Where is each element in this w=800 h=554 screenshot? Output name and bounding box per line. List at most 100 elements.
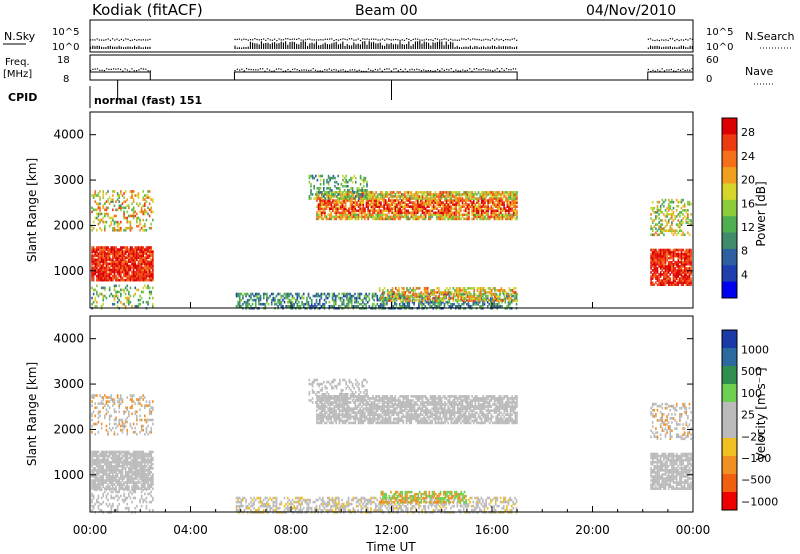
scatter-cell [116, 268, 119, 272]
scatter-cell [462, 300, 465, 304]
nsky-mark [381, 45, 383, 49]
scatter-cell [407, 191, 409, 194]
scatter-cell [445, 203, 448, 206]
nsearch-dot [234, 38, 236, 41]
scatter-cell [335, 205, 337, 208]
scatter-cell [442, 292, 444, 296]
scatter-cell [99, 258, 101, 262]
scatter-cell [458, 193, 461, 196]
scatter-cell [415, 297, 418, 300]
scatter-cell [299, 304, 302, 308]
scatter-cell [137, 216, 140, 220]
scatter-cell [420, 191, 422, 194]
scatter-cell [115, 290, 117, 294]
nave-dot [259, 68, 261, 70]
nave-dot [363, 70, 365, 73]
scatter-cell [91, 262, 93, 266]
scatter-cell [145, 274, 148, 278]
scatter-cell [680, 221, 683, 224]
nsky-mark [94, 46, 96, 49]
scatter-cell [118, 206, 121, 210]
nave-dot [429, 70, 432, 72]
scatter-cell [307, 300, 310, 304]
scatter-cell [412, 207, 414, 211]
scatter-cell [152, 200, 154, 203]
scatter-cell [388, 199, 390, 202]
scatter-cell [423, 211, 425, 215]
scatter-cell [664, 225, 667, 228]
nsearch-dot [241, 39, 243, 41]
scatter-cell [363, 296, 366, 300]
scatter-cell [439, 217, 441, 221]
scatter-cell [381, 213, 384, 217]
scatter-cell [324, 191, 326, 194]
scatter-cell [96, 216, 98, 220]
nave-dot [505, 68, 508, 70]
scatter-cell [96, 228, 98, 232]
scatter-cell [429, 203, 432, 206]
scatter-cell [667, 281, 670, 284]
scatter-cell [274, 302, 276, 306]
scatter-cell [383, 203, 385, 206]
scatter-cell [384, 217, 387, 221]
nsky-mark [480, 46, 482, 49]
scatter-cell [298, 304, 300, 308]
scatter-cell [407, 199, 409, 202]
scatter-cell [674, 283, 676, 287]
scatter-cell [102, 458, 105, 462]
scatter-cell [92, 194, 95, 197]
scatter-cell [650, 265, 652, 268]
scatter-cell [666, 256, 668, 260]
nave-dot [94, 68, 96, 70]
scatter-cell [102, 248, 105, 251]
scatter-cell [123, 252, 125, 255]
scatter-cell [314, 302, 316, 306]
scatter-cell [118, 258, 121, 262]
scatter-cell [687, 250, 689, 254]
scatter-cell [338, 207, 341, 211]
scatter-cell [360, 191, 363, 194]
scatter-cell [383, 207, 385, 211]
scatter-cell [472, 201, 475, 204]
scatter-cell [121, 250, 124, 253]
scatter-cell [270, 292, 273, 296]
scatter-cell [137, 270, 140, 274]
scatter-cell [350, 186, 352, 190]
nsky-mark [676, 47, 678, 49]
scatter-cell [376, 209, 379, 213]
nsearch-dot [322, 39, 324, 41]
scatter-cell [104, 454, 106, 458]
scatter-cell [682, 231, 684, 235]
scatter-cell [348, 191, 350, 194]
scatter-cell [315, 298, 318, 302]
scatter-cell [405, 195, 408, 198]
scatter-cell [403, 302, 406, 306]
scatter-cell [97, 450, 100, 454]
scatter-cell [113, 214, 116, 218]
scatter-cell [400, 205, 403, 208]
scatter-cell [325, 300, 327, 304]
scatter-cell [479, 195, 481, 198]
nave-dot [124, 68, 126, 70]
scatter-cell [664, 277, 667, 280]
scatter-cell [128, 298, 130, 302]
scatter-cell [437, 197, 440, 200]
scatter-cell [124, 296, 127, 300]
scatter-cell [99, 469, 101, 472]
scatter-cell [97, 469, 100, 472]
scatter-cell [99, 202, 101, 206]
scatter-cell [397, 193, 400, 196]
scatter-cell [659, 248, 662, 252]
scatter-cell [139, 272, 141, 276]
scatter-cell [313, 186, 315, 190]
scatter-cell [123, 258, 125, 262]
scatter-cell [376, 298, 379, 302]
scatter-cell [473, 299, 475, 302]
scatter-cell [431, 215, 433, 219]
scatter-cell [429, 215, 432, 219]
scatter-cell [682, 233, 684, 237]
scatter-cell [487, 211, 489, 215]
nave-dot [296, 69, 298, 71]
scatter-cell [510, 297, 512, 300]
scatter-cell [679, 227, 681, 230]
